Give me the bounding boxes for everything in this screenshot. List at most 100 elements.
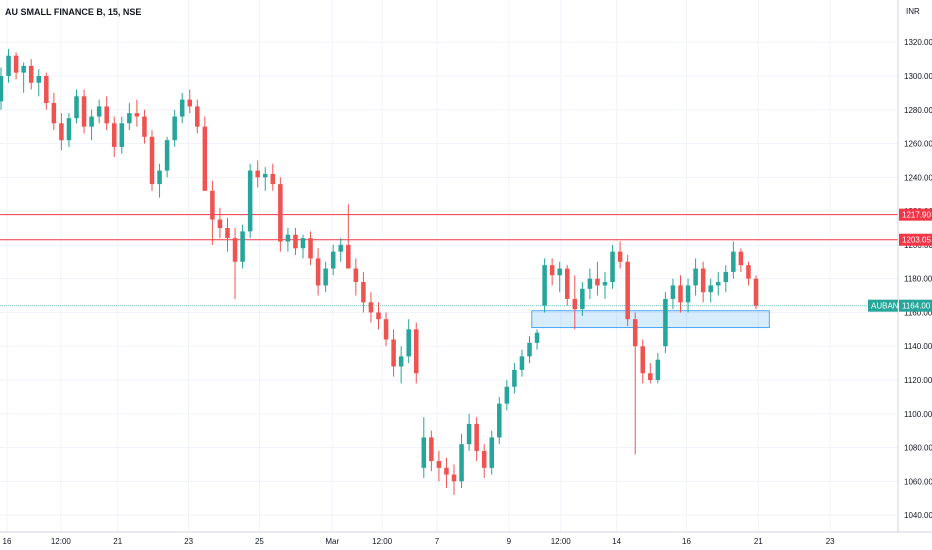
y-tick-label: 1080.00: [904, 444, 932, 453]
x-tick-label: 7: [435, 537, 440, 546]
candle-body: [164, 140, 170, 171]
candle-body: [28, 65, 34, 83]
candle-body: [512, 369, 517, 387]
x-tick-label: Mar: [325, 537, 339, 546]
candle-body: [338, 244, 344, 252]
candle-body: [330, 251, 336, 269]
candle-body: [149, 136, 155, 185]
candle-body: [572, 298, 578, 310]
candle-body: [413, 329, 419, 374]
candle-body: [96, 106, 102, 117]
currency-label: INR: [906, 7, 920, 16]
y-tick-label: 1060.00: [904, 477, 932, 486]
x-tick-label: 23: [826, 537, 835, 546]
candle-body: [753, 278, 759, 306]
candle-body: [21, 65, 26, 73]
candle-body: [187, 99, 193, 107]
candle-body: [74, 96, 79, 119]
candle-body: [542, 265, 547, 306]
y-tick-label: 1180.00: [904, 275, 932, 284]
level-price-tag: [899, 233, 932, 246]
y-tick-label: 1260.00: [904, 140, 932, 149]
candle-body: [519, 356, 525, 370]
x-tick-label: 23: [184, 537, 193, 546]
candle-body: [391, 339, 396, 367]
candle-body: [59, 123, 64, 141]
candle-body: [262, 173, 268, 178]
candle-body: [247, 170, 253, 232]
y-tick-label: 1120.00: [904, 376, 932, 385]
candle-body: [738, 251, 744, 266]
candle-body: [368, 302, 374, 313]
candle-body: [157, 170, 162, 185]
candle-body: [0, 76, 4, 102]
candle-body: [278, 184, 283, 242]
candle-body: [678, 285, 683, 303]
candle-body: [285, 234, 291, 242]
candle-body: [497, 403, 502, 438]
x-tick-label: 16: [3, 537, 12, 546]
y-tick-label: 1320.00: [904, 38, 932, 47]
candle-body: [202, 126, 208, 191]
candle-body: [534, 332, 540, 343]
candle-body: [134, 113, 140, 117]
time-axis[interactable]: 16 12:00 21 23 25 Mar 12:00 7 9 12:00 14 16 21 23: [3, 537, 836, 546]
symbol-tag-text: AUBANK: [871, 302, 905, 311]
x-tick-label: 12:00: [551, 537, 572, 546]
grid-lines: [0, 0, 898, 532]
candle-body: [723, 271, 729, 283]
candle-body: [398, 356, 404, 367]
candle-body: [708, 285, 713, 293]
candle-body: [444, 467, 449, 475]
y-tick-label: 1280.00: [904, 106, 932, 115]
candle-body: [549, 265, 555, 276]
chart-title: AU SMALL FINANCE B, 15, NSE: [5, 7, 141, 17]
candle-body: [663, 298, 668, 347]
candle-body: [217, 219, 223, 228]
candle-body: [527, 342, 532, 357]
candle-body: [564, 268, 570, 299]
candle-body: [421, 437, 427, 468]
symbol-tag: [868, 299, 898, 312]
candle-body: [104, 106, 109, 124]
candle-body: [610, 251, 615, 283]
candle-body: [504, 386, 510, 404]
support-zone[interactable]: [531, 310, 770, 329]
candle-body: [346, 244, 351, 269]
candle-body: [44, 76, 49, 104]
level-price-tag-text: 1217.90: [902, 211, 931, 220]
y-tick-label: 1160.00: [904, 308, 932, 317]
candle-body: [240, 231, 245, 262]
candle-body: [119, 123, 125, 147]
candle-body: [51, 103, 57, 124]
candle-body: [89, 116, 94, 127]
candle-body: [693, 268, 698, 286]
candle-body: [640, 346, 646, 374]
candles: [0, 48, 759, 495]
candle-body: [172, 116, 177, 141]
x-tick-label: 14: [612, 537, 621, 546]
support-zone-rect[interactable]: [531, 310, 770, 329]
candle-body: [580, 288, 585, 310]
last-price-tag-text: 1164.00: [902, 302, 931, 311]
last-price-tag: [899, 299, 932, 312]
candle-body: [13, 55, 19, 73]
candle-body: [36, 76, 42, 83]
price-axis[interactable]: 1040.00 1060.00 1080.00 1100.00 1120.00 1140.…: [904, 38, 932, 520]
candle-body: [632, 319, 638, 347]
candle-body: [715, 282, 721, 286]
x-tick-label: 16: [682, 537, 691, 546]
candle-body: [6, 55, 11, 76]
candle-body: [81, 96, 87, 127]
candle-body: [293, 234, 298, 249]
candle-body: [481, 450, 487, 468]
candle-body: [587, 278, 593, 289]
candle-body: [429, 437, 434, 462]
horizontal-levels[interactable]: [0, 214, 898, 307]
candle-body: [361, 282, 366, 303]
candle-body: [127, 113, 132, 124]
candle-body: [315, 258, 321, 286]
